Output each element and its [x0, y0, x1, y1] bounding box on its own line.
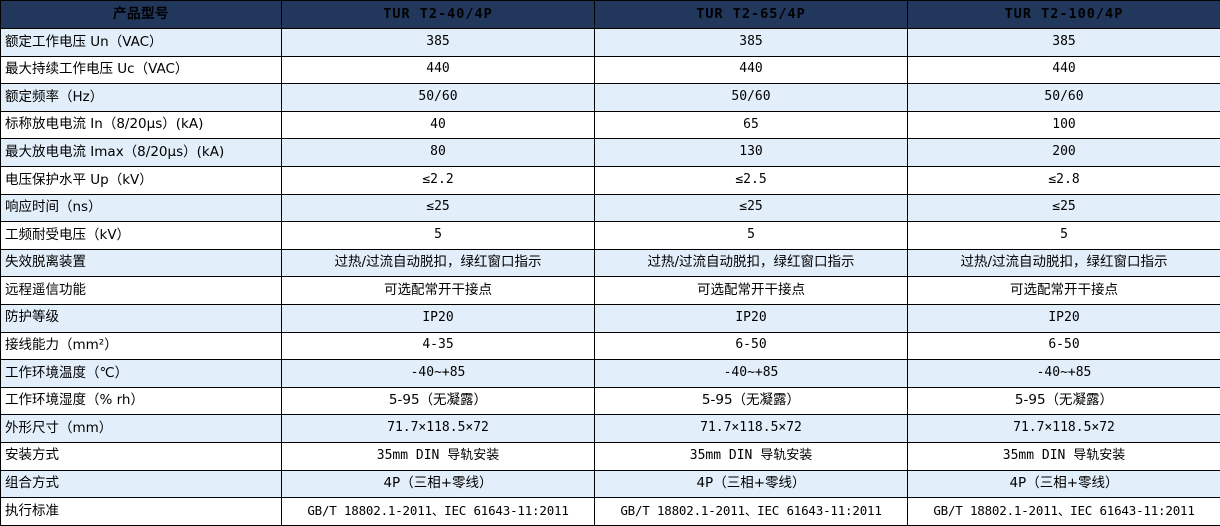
row-value-col-2: 5-95（无凝露）: [595, 387, 908, 415]
row-value-col-2: IP20: [595, 304, 908, 332]
header-cell-model-3: TUR T2-100/4P: [908, 1, 1220, 29]
header-cell-model-2: TUR T2-65/4P: [595, 1, 908, 29]
table-row: 响应时间（ns）≤25≤25≤25: [1, 194, 1220, 222]
row-label: 远程遥信功能: [1, 277, 282, 305]
row-value-col-2: 4P（三相+零线）: [595, 470, 908, 498]
row-value-col-3: ≤2.8: [908, 166, 1220, 194]
row-value-col-3: 4P（三相+零线）: [908, 470, 1220, 498]
row-value-col-3: IP20: [908, 304, 1220, 332]
row-value-col-3: 71.7×118.5×72: [908, 415, 1220, 443]
table-row: 远程遥信功能可选配常开干接点可选配常开干接点可选配常开干接点: [1, 277, 1220, 305]
row-label: 电压保护水平 Up（kV）: [1, 166, 282, 194]
row-value-col-2: ≤2.5: [595, 166, 908, 194]
row-value-col-1: 50/60: [282, 84, 595, 112]
row-value-col-1: 80: [282, 139, 595, 167]
row-label: 执行标准: [1, 498, 282, 526]
row-value-col-3: 385: [908, 29, 1220, 57]
table-row: 工作环境温度（℃）-40~+85-40~+85-40~+85: [1, 360, 1220, 388]
header-cell-model-1: TUR T2-40/4P: [282, 1, 595, 29]
row-value-col-3: 6-50: [908, 332, 1220, 360]
row-label: 外形尺寸（mm）: [1, 415, 282, 443]
row-value-col-2: 过热/过流自动脱扣，绿红窗口指示: [595, 249, 908, 277]
row-label: 组合方式: [1, 470, 282, 498]
row-value-col-1: ≤25: [282, 194, 595, 222]
row-label: 最大持续工作电压 Uc（VAC）: [1, 56, 282, 84]
row-value-col-3: 过热/过流自动脱扣，绿红窗口指示: [908, 249, 1220, 277]
row-value-col-1: 71.7×118.5×72: [282, 415, 595, 443]
row-label: 接线能力（mm²）: [1, 332, 282, 360]
row-value-col-2: 6-50: [595, 332, 908, 360]
row-value-col-2: GB/T 18802.1-2011、IEC 61643-11:2011: [595, 498, 908, 526]
row-value-col-2: 50/60: [595, 84, 908, 112]
row-label: 工作环境温度（℃）: [1, 360, 282, 388]
row-value-col-2: 385: [595, 29, 908, 57]
row-value-col-2: 440: [595, 56, 908, 84]
row-value-col-1: 4P（三相+零线）: [282, 470, 595, 498]
row-value-col-3: 100: [908, 111, 1220, 139]
row-value-col-1: -40~+85: [282, 360, 595, 388]
row-value-col-2: 65: [595, 111, 908, 139]
row-value-col-3: 5-95（无凝露）: [908, 387, 1220, 415]
row-value-col-1: IP20: [282, 304, 595, 332]
row-value-col-1: 5-95（无凝露）: [282, 387, 595, 415]
row-value-col-1: 可选配常开干接点: [282, 277, 595, 305]
row-value-col-2: ≤25: [595, 194, 908, 222]
row-label: 额定工作电压 Un（VAC）: [1, 29, 282, 57]
row-label: 响应时间（ns）: [1, 194, 282, 222]
row-value-col-1: 4-35: [282, 332, 595, 360]
row-value-col-1: 5: [282, 222, 595, 250]
table-header: 产品型号 TUR T2-40/4P TUR T2-65/4P TUR T2-10…: [1, 1, 1220, 29]
row-label: 防护等级: [1, 304, 282, 332]
row-value-col-1: ≤2.2: [282, 166, 595, 194]
row-value-col-3: 200: [908, 139, 1220, 167]
row-value-col-1: GB/T 18802.1-2011、IEC 61643-11:2011: [282, 498, 595, 526]
row-label: 最大放电电流 Imax（8/20μs）(kA): [1, 139, 282, 167]
row-value-col-1: 385: [282, 29, 595, 57]
row-value-col-3: GB/T 18802.1-2011、IEC 61643-11:2011: [908, 498, 1220, 526]
row-value-col-2: -40~+85: [595, 360, 908, 388]
row-value-col-3: ≤25: [908, 194, 1220, 222]
row-value-col-2: 130: [595, 139, 908, 167]
row-label: 额定频率（Hz）: [1, 84, 282, 112]
row-value-col-3: 440: [908, 56, 1220, 84]
table-row: 工作环境湿度（% rh）5-95（无凝露）5-95（无凝露）5-95（无凝露）: [1, 387, 1220, 415]
row-value-col-1: 过热/过流自动脱扣，绿红窗口指示: [282, 249, 595, 277]
row-value-col-1: 35mm DIN 导轨安装: [282, 442, 595, 470]
row-value-col-1: 40: [282, 111, 595, 139]
table-row: 电压保护水平 Up（kV）≤2.2≤2.5≤2.8: [1, 166, 1220, 194]
row-value-col-2: 可选配常开干接点: [595, 277, 908, 305]
header-row: 产品型号 TUR T2-40/4P TUR T2-65/4P TUR T2-10…: [1, 1, 1220, 29]
row-value-col-2: 71.7×118.5×72: [595, 415, 908, 443]
row-label: 工频耐受电压（kV）: [1, 222, 282, 250]
row-value-col-3: 35mm DIN 导轨安装: [908, 442, 1220, 470]
row-label: 工作环境湿度（% rh）: [1, 387, 282, 415]
row-value-col-3: 50/60: [908, 84, 1220, 112]
row-value-col-3: 5: [908, 222, 1220, 250]
header-cell-parameter: 产品型号: [1, 1, 282, 29]
table-row: 失效脱离装置过热/过流自动脱扣，绿红窗口指示过热/过流自动脱扣，绿红窗口指示过热…: [1, 249, 1220, 277]
row-label: 安装方式: [1, 442, 282, 470]
row-value-col-3: -40~+85: [908, 360, 1220, 388]
row-value-col-1: 440: [282, 56, 595, 84]
row-value-col-3: 可选配常开干接点: [908, 277, 1220, 305]
row-value-col-2: 35mm DIN 导轨安装: [595, 442, 908, 470]
row-label: 失效脱离装置: [1, 249, 282, 277]
row-value-col-2: 5: [595, 222, 908, 250]
row-label: 标称放电电流 In（8/20μs）(kA): [1, 111, 282, 139]
